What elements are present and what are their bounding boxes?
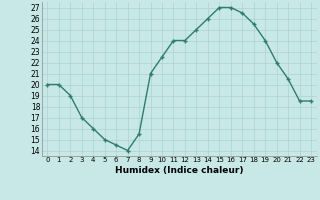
X-axis label: Humidex (Indice chaleur): Humidex (Indice chaleur) (115, 166, 244, 175)
